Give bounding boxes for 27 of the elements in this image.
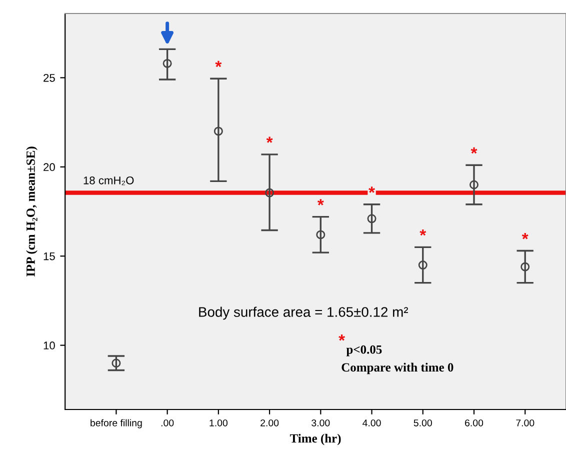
y-tick-label: 20 [44,163,55,172]
annotation: p<0.05 [346,345,382,356]
annotation: * [266,136,273,143]
x-tick-label: .00 [161,419,174,426]
x-tick-label: before filling [90,419,142,428]
annotation: * [215,60,222,68]
x-tick-label: 7.00 [516,419,534,426]
annotation: * [522,233,528,240]
x-tick-label: 2.00 [260,419,279,426]
annotation: Compare with time 0 [342,362,454,374]
annotation: * [368,186,375,193]
x-tick-label: 1.00 [210,419,228,426]
x-tick-label: 5.00 [414,419,432,426]
ref-line-label: 18 cmH₂O [84,176,134,186]
annotation: * [420,229,426,236]
y-tick-label: 15 [44,252,55,260]
x-tick-label: 3.00 [312,419,330,426]
annotation: Body surface area = 1.65±0.12 m² [199,306,408,320]
annotation: * [338,334,346,341]
annotation: * [317,199,324,206]
y-tick-label: 10 [44,342,55,350]
x-tick-label: 6.00 [465,419,484,426]
annotation: * [470,147,478,154]
x-tick-label: 4.00 [362,419,381,426]
y-tick-label: 25 [44,74,55,82]
y-axis-title: IPP (cm H₂O, mean±SE) [26,146,38,276]
x-axis-title: Time (hr) [290,434,341,446]
